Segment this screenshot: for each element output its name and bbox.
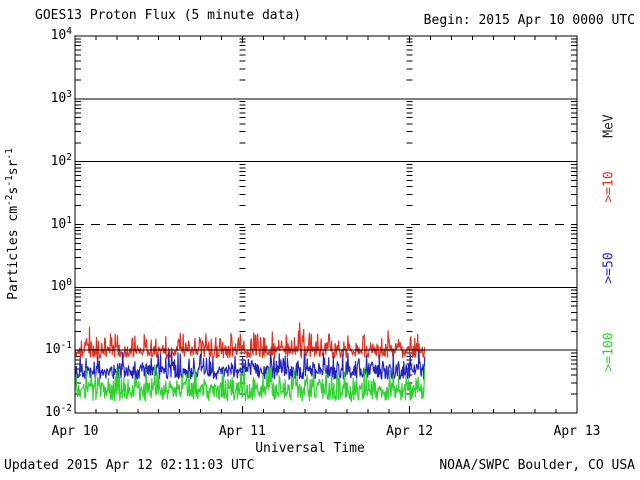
updated-timestamp: Updated 2015 Apr 12 02:11:03 UTC: [4, 458, 255, 473]
x-tick-label: Apr 12: [386, 424, 434, 439]
grid-behind: [75, 38, 413, 395]
y-axis-title: Particles cm-2s-1sr-1: [4, 148, 21, 300]
unit-label: MeV: [601, 114, 617, 138]
series-gege10: [74, 322, 426, 360]
legend-ge50: >=50: [601, 252, 617, 284]
legend-ge100: >=100: [601, 332, 617, 372]
plot-border: [74, 35, 578, 414]
legend-ge10: >=10: [601, 171, 617, 203]
series-gege50: [74, 350, 426, 381]
y-tick-label: 102: [50, 151, 72, 169]
x-tick-label: Apr 11: [218, 424, 266, 439]
x-tick-label: Apr 13: [553, 424, 601, 439]
y-tick-label: 100: [50, 277, 72, 295]
chart-title: GOES13 Proton Flux (5 minute data): [35, 8, 302, 23]
x-tick-label: Apr 10: [51, 424, 99, 439]
y-tick-label: 103: [50, 88, 72, 106]
series-gege100: [74, 364, 426, 403]
y-tick-label: 10-1: [44, 340, 72, 358]
begin-timestamp: Begin: 2015 Apr 10 0000 UTC: [423, 13, 635, 28]
y-tick-label: 10-2: [44, 403, 72, 420]
y-tick-label: 101: [50, 214, 72, 232]
y-tick-label: 104: [50, 26, 72, 43]
grid-front: [74, 35, 578, 414]
source-attribution: NOAA/SWPC Boulder, CO USA: [439, 458, 635, 473]
x-axis-title: Universal Time: [255, 441, 365, 456]
